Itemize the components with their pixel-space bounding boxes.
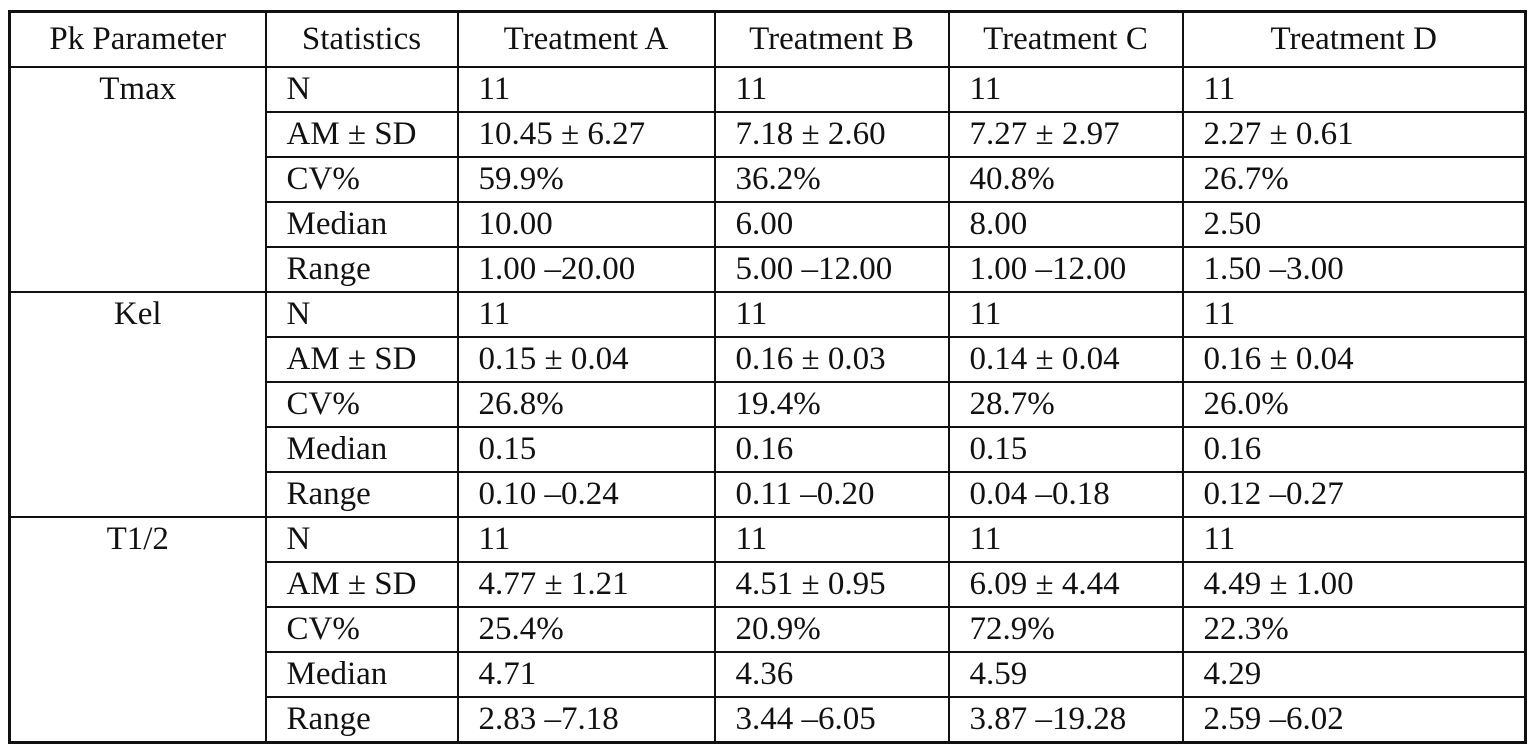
treatment-b-cell: 0.11 –0.20 xyxy=(715,472,949,517)
treatment-a-cell: 1.00 –20.00 xyxy=(458,247,715,292)
treatment-d-cell: 0.16 ± 0.04 xyxy=(1183,337,1526,382)
statistic-cell: Range xyxy=(266,697,458,743)
treatment-a-cell: 0.10 –0.24 xyxy=(458,472,715,517)
treatment-a-cell: 0.15 xyxy=(458,427,715,472)
statistic-cell: Range xyxy=(266,247,458,292)
treatment-d-cell: 11 xyxy=(1183,517,1526,562)
treatment-a-cell: 25.4% xyxy=(458,607,715,652)
treatment-b-cell: 11 xyxy=(715,517,949,562)
statistic-cell: AM ± SD xyxy=(266,562,458,607)
treatment-d-cell: 0.16 xyxy=(1183,427,1526,472)
table-body: TmaxN11111111AM ± SD10.45 ± 6.277.18 ± 2… xyxy=(10,67,1526,743)
treatment-c-cell: 72.9% xyxy=(949,607,1183,652)
treatment-a-cell: 11 xyxy=(458,292,715,337)
treatment-d-cell: 0.12 –0.27 xyxy=(1183,472,1526,517)
treatment-c-cell: 28.7% xyxy=(949,382,1183,427)
pk-parameter-cell: Tmax xyxy=(10,67,266,292)
treatment-a-cell: 59.9% xyxy=(458,157,715,202)
treatment-c-cell: 3.87 –19.28 xyxy=(949,697,1183,743)
treatment-b-cell: 4.36 xyxy=(715,652,949,697)
table-row: T1/2N11111111 xyxy=(10,517,1526,562)
treatment-c-cell: 0.14 ± 0.04 xyxy=(949,337,1183,382)
treatment-a-cell: 10.45 ± 6.27 xyxy=(458,112,715,157)
header-treatment-c: Treatment C xyxy=(949,12,1183,68)
treatment-b-cell: 19.4% xyxy=(715,382,949,427)
treatment-b-cell: 11 xyxy=(715,292,949,337)
treatment-c-cell: 0.04 –0.18 xyxy=(949,472,1183,517)
statistic-cell: Median xyxy=(266,652,458,697)
treatment-c-cell: 40.8% xyxy=(949,157,1183,202)
treatment-a-cell: 10.00 xyxy=(458,202,715,247)
treatment-a-cell: 26.8% xyxy=(458,382,715,427)
statistic-cell: CV% xyxy=(266,157,458,202)
header-statistics: Statistics xyxy=(266,12,458,68)
treatment-b-cell: 4.51 ± 0.95 xyxy=(715,562,949,607)
treatment-a-cell: 11 xyxy=(458,517,715,562)
table-row: TmaxN11111111 xyxy=(10,67,1526,112)
treatment-a-cell: 2.83 –7.18 xyxy=(458,697,715,743)
treatment-c-cell: 8.00 xyxy=(949,202,1183,247)
table-header: Pk Parameter Statistics Treatment A Trea… xyxy=(10,12,1526,68)
statistic-cell: Range xyxy=(266,472,458,517)
treatment-d-cell: 2.27 ± 0.61 xyxy=(1183,112,1526,157)
statistic-cell: CV% xyxy=(266,607,458,652)
pk-table-container: Pk Parameter Statistics Treatment A Trea… xyxy=(8,10,1524,744)
treatment-a-cell: 11 xyxy=(458,67,715,112)
pk-parameter-cell: T1/2 xyxy=(10,517,266,743)
treatment-c-cell: 6.09 ± 4.44 xyxy=(949,562,1183,607)
treatment-d-cell: 26.0% xyxy=(1183,382,1526,427)
treatment-c-cell: 11 xyxy=(949,67,1183,112)
header-treatment-a: Treatment A xyxy=(458,12,715,68)
treatment-c-cell: 4.59 xyxy=(949,652,1183,697)
treatment-c-cell: 11 xyxy=(949,292,1183,337)
treatment-d-cell: 1.50 –3.00 xyxy=(1183,247,1526,292)
treatment-b-cell: 0.16 ± 0.03 xyxy=(715,337,949,382)
header-treatment-b: Treatment B xyxy=(715,12,949,68)
treatment-d-cell: 2.50 xyxy=(1183,202,1526,247)
statistic-cell: AM ± SD xyxy=(266,112,458,157)
treatment-b-cell: 11 xyxy=(715,67,949,112)
treatment-d-cell: 11 xyxy=(1183,67,1526,112)
statistic-cell: N xyxy=(266,67,458,112)
table-row: KelN11111111 xyxy=(10,292,1526,337)
statistic-cell: CV% xyxy=(266,382,458,427)
treatment-b-cell: 36.2% xyxy=(715,157,949,202)
treatment-d-cell: 11 xyxy=(1183,292,1526,337)
treatment-d-cell: 26.7% xyxy=(1183,157,1526,202)
statistic-cell: AM ± SD xyxy=(266,337,458,382)
treatment-d-cell: 4.29 xyxy=(1183,652,1526,697)
statistic-cell: Median xyxy=(266,427,458,472)
statistic-cell: N xyxy=(266,292,458,337)
treatment-b-cell: 5.00 –12.00 xyxy=(715,247,949,292)
header-row: Pk Parameter Statistics Treatment A Trea… xyxy=(10,12,1526,68)
treatment-a-cell: 4.71 xyxy=(458,652,715,697)
treatment-c-cell: 1.00 –12.00 xyxy=(949,247,1183,292)
treatment-c-cell: 7.27 ± 2.97 xyxy=(949,112,1183,157)
pk-parameter-cell: Kel xyxy=(10,292,266,517)
treatment-b-cell: 7.18 ± 2.60 xyxy=(715,112,949,157)
treatment-b-cell: 20.9% xyxy=(715,607,949,652)
treatment-d-cell: 4.49 ± 1.00 xyxy=(1183,562,1526,607)
treatment-c-cell: 0.15 xyxy=(949,427,1183,472)
treatment-d-cell: 22.3% xyxy=(1183,607,1526,652)
treatment-b-cell: 3.44 –6.05 xyxy=(715,697,949,743)
statistic-cell: Median xyxy=(266,202,458,247)
statistic-cell: N xyxy=(266,517,458,562)
treatment-a-cell: 4.77 ± 1.21 xyxy=(458,562,715,607)
treatment-d-cell: 2.59 –6.02 xyxy=(1183,697,1526,743)
treatment-c-cell: 11 xyxy=(949,517,1183,562)
pk-parameter-table: Pk Parameter Statistics Treatment A Trea… xyxy=(8,10,1527,744)
treatment-b-cell: 0.16 xyxy=(715,427,949,472)
header-treatment-d: Treatment D xyxy=(1183,12,1526,68)
treatment-b-cell: 6.00 xyxy=(715,202,949,247)
header-pk-parameter: Pk Parameter xyxy=(10,12,266,68)
treatment-a-cell: 0.15 ± 0.04 xyxy=(458,337,715,382)
